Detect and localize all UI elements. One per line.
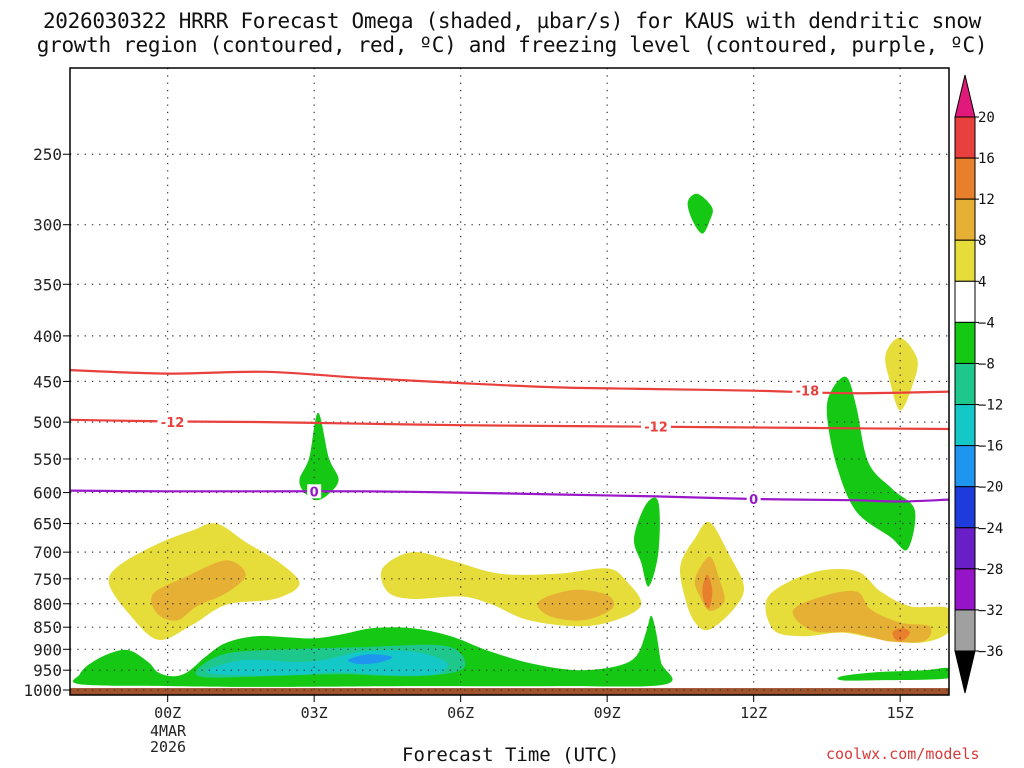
colorbar-label-7: −12 xyxy=(978,398,1003,414)
colorbar-label-3: 8 xyxy=(978,233,986,249)
contour-label-0-0: -18 xyxy=(796,385,820,400)
omega-region-3 xyxy=(348,654,393,665)
y-tick-label-800: 800 xyxy=(33,595,62,614)
omega-region-18 xyxy=(892,628,910,642)
colorbar-bin-6 xyxy=(954,362,976,406)
colorbar-label-13: −36 xyxy=(978,644,1003,660)
chart-title-line2: growth region (contoured, red, ºC) and f… xyxy=(36,33,988,57)
chart-title-line1: 2026030322 HRRR Forecast Omega (shaded, … xyxy=(42,9,982,33)
colorbar-label-8: −16 xyxy=(978,439,1003,455)
colorbar-bin-0 xyxy=(954,116,976,159)
colorbar-label-12: −32 xyxy=(978,603,1003,619)
contour-label-1-0: -12 xyxy=(161,416,185,431)
y-tick-label-300: 300 xyxy=(33,216,62,235)
colorbar-bottom-arrow xyxy=(954,650,976,694)
colorbar-label-11: −28 xyxy=(978,562,1003,578)
colorbar-bin-5 xyxy=(954,321,976,364)
contour-1 xyxy=(70,418,949,431)
y-tick-label-250: 250 xyxy=(33,145,62,164)
omega-region-11 xyxy=(380,551,642,627)
contour-label-bg xyxy=(157,415,188,430)
omega-region-12 xyxy=(537,589,615,621)
y-tick-label-600: 600 xyxy=(33,484,62,503)
contour-label-bg xyxy=(746,491,761,506)
x-tick-label-09Z: 09Z xyxy=(594,704,621,722)
colorbar-label-10: −24 xyxy=(978,521,1003,537)
x-tick-label-15Z: 15Z xyxy=(887,704,914,722)
x-tick-label-03Z: 03Z xyxy=(301,704,328,722)
colorbar-label-6: −8 xyxy=(978,356,995,372)
y-tick-label-650: 650 xyxy=(33,515,62,534)
omega-region-8 xyxy=(837,667,949,681)
x-date-year: 2026 xyxy=(149,738,187,756)
y-tick-label-350: 350 xyxy=(33,275,62,294)
colorbar-bin-7 xyxy=(954,404,976,447)
omega-region-5 xyxy=(687,193,713,234)
y-tick-label-750: 750 xyxy=(33,570,62,589)
y-tick-label-550: 550 xyxy=(33,450,62,469)
contour-label-2-0: 0 xyxy=(310,485,319,500)
omega-region-6 xyxy=(633,497,660,587)
y-tick-label-850: 850 xyxy=(33,618,62,637)
colorbar-label-5: −4 xyxy=(978,315,995,331)
y-tick-label-500: 500 xyxy=(33,413,62,432)
colorbar-label-0: 20 xyxy=(978,110,995,126)
colorbar-bin-1 xyxy=(954,157,976,200)
contour-label-bg xyxy=(792,383,823,398)
y-tick-label-900: 900 xyxy=(33,640,62,659)
brand-link[interactable]: coolwx.com/models xyxy=(826,745,980,763)
contour-label-2-1: 0 xyxy=(749,493,758,508)
y-tick-label-400: 400 xyxy=(33,327,62,346)
omega-region-4 xyxy=(299,412,339,501)
colorbar-label-2: 12 xyxy=(978,192,995,208)
colorbar-bin-4 xyxy=(954,280,976,323)
omega-region-7 xyxy=(826,376,916,551)
contour-2 xyxy=(70,489,949,503)
contour-label-bg xyxy=(307,484,322,499)
colorbar-bin-8 xyxy=(954,445,976,488)
colorbar-bin-10 xyxy=(954,527,976,570)
colorbar-bin-2 xyxy=(954,198,976,241)
x-tick-label-00Z: 00Z xyxy=(154,704,181,722)
colorbar-label-9: −20 xyxy=(978,480,1003,496)
omega-region-10 xyxy=(151,560,246,621)
colorbar-bin-11 xyxy=(954,568,976,611)
y-tick-label-450: 450 xyxy=(33,372,62,391)
surface-terrain xyxy=(70,688,949,695)
omega-region-19 xyxy=(885,337,918,411)
contour-label-1-1: -12 xyxy=(644,421,668,436)
y-tick-label-950: 950 xyxy=(33,661,62,680)
colorbar-bin-3 xyxy=(954,239,976,282)
x-date-month: 4MAR xyxy=(149,722,187,740)
x-tick-label-06Z: 06Z xyxy=(447,704,474,722)
x-tick-label-12Z: 12Z xyxy=(740,704,767,722)
colorbar-bin-12 xyxy=(954,609,976,652)
y-tick-label-1000: 1000 xyxy=(23,681,62,700)
colorbar-label-4: 4 xyxy=(978,274,986,290)
contour-label-bg xyxy=(641,419,671,434)
omega-region-15 xyxy=(702,574,713,609)
x-axis-title: Forecast Time (UTC) xyxy=(402,744,620,766)
y-tick-label-700: 700 xyxy=(33,543,62,562)
colorbar-bin-9 xyxy=(954,486,976,529)
colorbar-top-arrow xyxy=(954,74,976,118)
colorbar-label-1: 16 xyxy=(978,151,995,167)
